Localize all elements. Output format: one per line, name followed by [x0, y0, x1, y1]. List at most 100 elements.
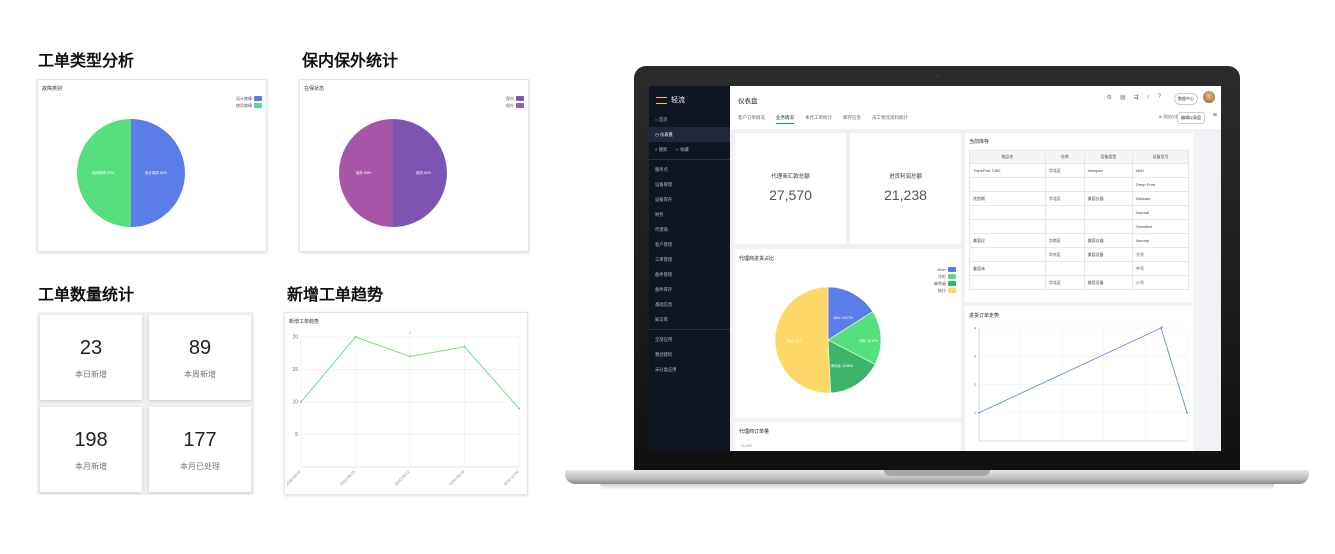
- app-screen: 轻流 ⌂ 首页 ◷ 仪表盘 ⌕ 搜索 ☆ 收藏 服务点 设备管理 设备库存 财务…: [649, 86, 1221, 451]
- logo[interactable]: 轻流: [656, 95, 685, 105]
- legend-label: 冷柜: [938, 273, 946, 279]
- sidebar-item[interactable]: 未分类应用: [655, 367, 677, 372]
- trend-point[interactable]: [354, 336, 357, 338]
- add-dashboard-button[interactable]: ⊕ 添加仪表盘: [1159, 114, 1183, 120]
- table-cell: ThinkPad-T460: [969, 163, 1046, 178]
- fault-pie-title: 故障类别: [42, 86, 63, 92]
- pie-slice[interactable]: [827, 286, 874, 341]
- purchase-trend-title: 进货订单走势: [969, 313, 1000, 319]
- table-cell: [969, 247, 1046, 262]
- legend-swatch: [948, 288, 956, 293]
- trend-line-chart: 20 15 10 5 2020-09-08 2020-09-15 2020-09-22 202…: [285, 331, 520, 487]
- table-cell: [969, 177, 1046, 192]
- table-cell: [969, 205, 1046, 220]
- sidebar-item[interactable]: 设备管理: [655, 182, 673, 187]
- tab-inventory[interactable]: 库存信息: [843, 115, 861, 120]
- sidebar-item[interactable]: 设备库存: [655, 197, 673, 202]
- dashboard-icon: ◷: [655, 132, 659, 137]
- sidebar-item[interactable]: 全部应用: [655, 337, 673, 342]
- purchase-trend-line[interactable]: [978, 327, 1188, 414]
- document-icon[interactable]: ▤: [1119, 95, 1126, 101]
- pie-slice-out-warranty[interactable]: [339, 119, 393, 227]
- legend-item[interactable]: other: [934, 266, 956, 273]
- table-cell: [1083, 205, 1134, 220]
- sidebar-item[interactable]: 备件管理: [655, 272, 673, 277]
- legend-item[interactable]: 麻将桌: [934, 280, 956, 287]
- trend-point[interactable]: [518, 407, 520, 410]
- bell-icon[interactable]: ♪: [1146, 94, 1150, 100]
- table-row[interactable]: ThinkPad-T460 华北区 thinkpad t460: [969, 163, 1189, 178]
- pie-slice[interactable]: [827, 311, 882, 365]
- legend-item[interactable]: 保内: [506, 95, 524, 102]
- edit-dashboard-button[interactable]: 编辑仪表盘: [1177, 112, 1205, 124]
- stat-value: 89: [188, 337, 212, 359]
- inventory-table-wrap: 物品名 仓库 设备类型 设备型号 ThinkPad-T460 华北区 thinkpa…: [969, 150, 1189, 290]
- legend-item[interactable]: 使用故障: [236, 102, 262, 109]
- pie-slice[interactable]: [774, 286, 831, 394]
- legend-item[interactable]: 保外: [506, 102, 524, 109]
- sidebar-item[interactable]: 工单管理: [655, 257, 673, 262]
- table-row[interactable]: 华东区 美容设备 大号: [969, 247, 1189, 262]
- pie-slice-design[interactable]: [131, 119, 185, 227]
- table-row[interactable]: Normal: [969, 205, 1189, 220]
- sidebar-item[interactable]: 基础信息: [655, 302, 673, 307]
- table-row[interactable]: Deep Pore: [969, 177, 1189, 192]
- sidebar-item-dashboard[interactable]: ◷ 仪表盘: [649, 127, 730, 142]
- table-cell: [1083, 261, 1134, 276]
- trend-point[interactable]: [300, 401, 302, 403]
- settings-icon[interactable]: ⚙: [1106, 95, 1112, 101]
- sidebar-star[interactable]: ☆ 收藏: [675, 142, 689, 157]
- sidebar-item[interactable]: 备件库存: [655, 287, 673, 292]
- fault-pie-card: 故障类别 设计故障 使用故障 设计故障 50% 使用故障 50%: [37, 79, 267, 252]
- avatar[interactable]: [1203, 91, 1215, 103]
- legend-item[interactable]: 设计故障: [236, 95, 262, 102]
- table-cell: Normal: [1132, 233, 1189, 248]
- data-center-button[interactable]: 数据中心: [1174, 93, 1198, 105]
- table-row[interactable]: 洗脸刷 华北区 美容仪器 Delicate: [969, 191, 1189, 206]
- tab-customer-orders[interactable]: 客户订单情况: [738, 115, 765, 120]
- sidebar-item[interactable]: 财务: [655, 212, 664, 217]
- trend-point[interactable]: [463, 345, 466, 348]
- trend-point[interactable]: [409, 355, 411, 358]
- table-row[interactable]: 美容仪 华南区 美容仪器 Normal: [969, 233, 1189, 248]
- sidebar-item[interactable]: 知识库: [655, 317, 668, 322]
- table-cell: Delicate: [1132, 191, 1189, 206]
- sidebar-item[interactable]: 代理商: [655, 227, 668, 232]
- sidebar-item-home[interactable]: ⌂ 首页: [649, 112, 730, 127]
- tab-monthly-tickets[interactable]: 本月工单统计: [805, 115, 832, 120]
- legend-label: 设计故障: [236, 95, 252, 101]
- table-row[interactable]: 美容床 中号: [969, 261, 1189, 276]
- table-row[interactable]: Sensitive: [969, 219, 1189, 234]
- column-header[interactable]: 设备类型: [1083, 150, 1134, 164]
- pie-slice-usage[interactable]: [77, 119, 131, 227]
- flow-icon[interactable]: ⇶: [1133, 95, 1139, 101]
- table-row[interactable]: 华北区 美容设备 小号: [969, 275, 1189, 290]
- sidebar-search[interactable]: ⌕ 搜索: [655, 142, 667, 157]
- trend-ticks: 20 15 10 5 2020-09-08 2020-09-15 2020-09-22 202…: [285, 335, 520, 487]
- legend-item[interactable]: 冷柜: [934, 273, 956, 280]
- legend-label: 使用故障: [236, 102, 252, 108]
- agent-orders-tick: 21,000: [741, 444, 752, 448]
- column-header[interactable]: 物品名: [969, 150, 1046, 164]
- pie-slice-in-warranty[interactable]: [393, 119, 447, 227]
- y-tick-label: 15: [292, 367, 298, 373]
- inventory-panel: 当前库存 物品名 仓库 设备类型 设备型号 ThinkPad-T460 华北区 th…: [965, 133, 1193, 302]
- inventory-title: 当前库存: [969, 139, 990, 145]
- pie-slice[interactable]: [827, 339, 876, 394]
- stat-label: 本月新增: [75, 462, 107, 471]
- column-header[interactable]: 仓库: [1044, 150, 1085, 164]
- kpi-profit: 进货利润总额 21,238: [850, 133, 961, 244]
- menu-icon[interactable]: ≡: [1212, 112, 1217, 119]
- sidebar-item[interactable]: 服务点: [655, 167, 668, 172]
- help-icon[interactable]: ?: [1157, 94, 1161, 100]
- stat-label: 本周新增: [184, 370, 216, 379]
- legend-item[interactable]: 拖拉: [934, 287, 956, 294]
- column-header[interactable]: 设备型号: [1132, 150, 1189, 164]
- x-tick-label: 2020-10-06: [503, 470, 520, 487]
- sidebar-item[interactable]: 客户管理: [655, 242, 673, 247]
- tab-staff-logistics[interactable]: 员工物流资料统计: [872, 115, 908, 120]
- table-cell: Deep Pore: [1132, 177, 1189, 192]
- sidebar-item[interactable]: 我创建的: [655, 352, 673, 357]
- tab-business[interactable]: 业务情况: [776, 115, 794, 124]
- legend-swatch: [948, 267, 956, 272]
